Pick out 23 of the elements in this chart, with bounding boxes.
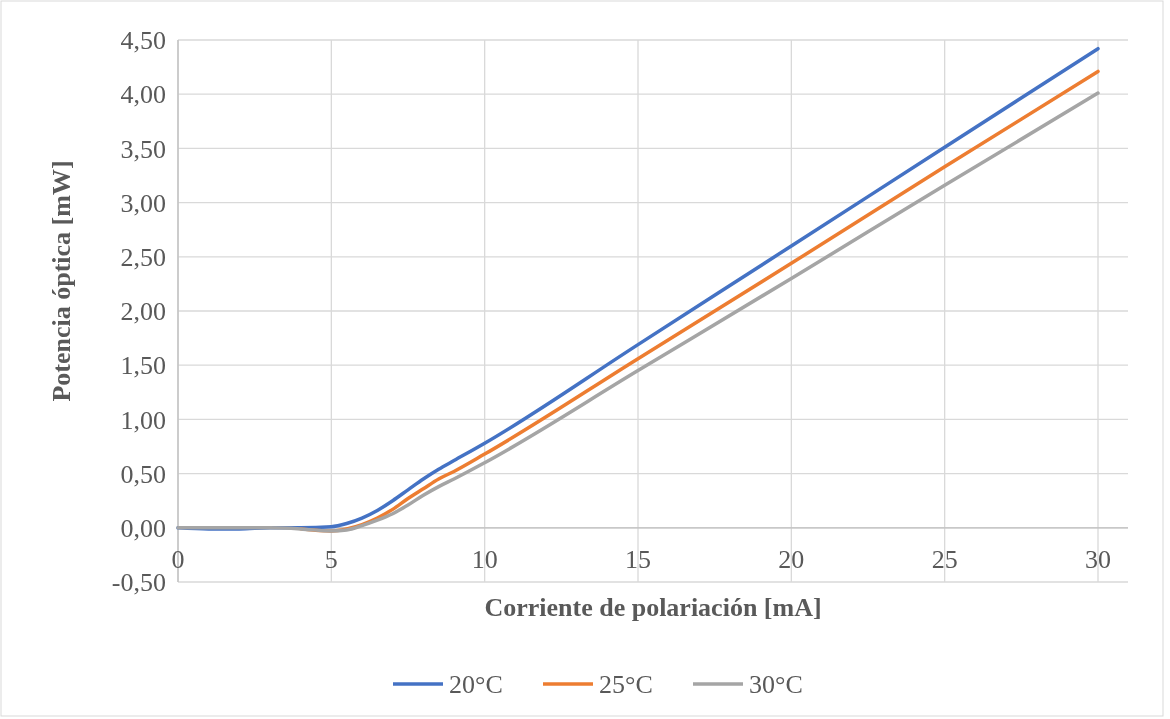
x-tick-label: 15 xyxy=(625,544,651,574)
x-tick-label: 5 xyxy=(324,544,338,574)
y-tick-label: 3,00 xyxy=(120,188,166,218)
y-tick-label: 3,50 xyxy=(120,134,166,164)
y-tick-label: -0,50 xyxy=(111,568,166,598)
x-tick-label: 20 xyxy=(778,544,805,574)
legend-label: 25°C xyxy=(599,670,653,700)
y-tick-label: 4,50 xyxy=(120,26,166,56)
y-tick-label: 2,50 xyxy=(120,242,166,272)
y-tick-label: 1,50 xyxy=(120,351,166,381)
x-tick-label: 25 xyxy=(931,544,958,574)
legend-label: 30°C xyxy=(749,670,803,700)
x-axis-title: Corriente de polariación [mA] xyxy=(484,593,822,622)
y-tick-label: 1,00 xyxy=(120,405,166,435)
y-axis-title: Potencia óptica [mW] xyxy=(47,160,76,402)
y-tick-label: 0,50 xyxy=(120,459,166,489)
x-tick-label: 10 xyxy=(471,544,498,574)
x-tick-label: 30 xyxy=(1085,544,1111,574)
legend-label: 20°C xyxy=(449,670,503,700)
y-tick-label: 2,00 xyxy=(120,297,166,327)
y-tick-label: 0,00 xyxy=(120,513,166,543)
x-tick-label: 0 xyxy=(171,544,185,574)
y-tick-label: 4,00 xyxy=(120,80,166,110)
